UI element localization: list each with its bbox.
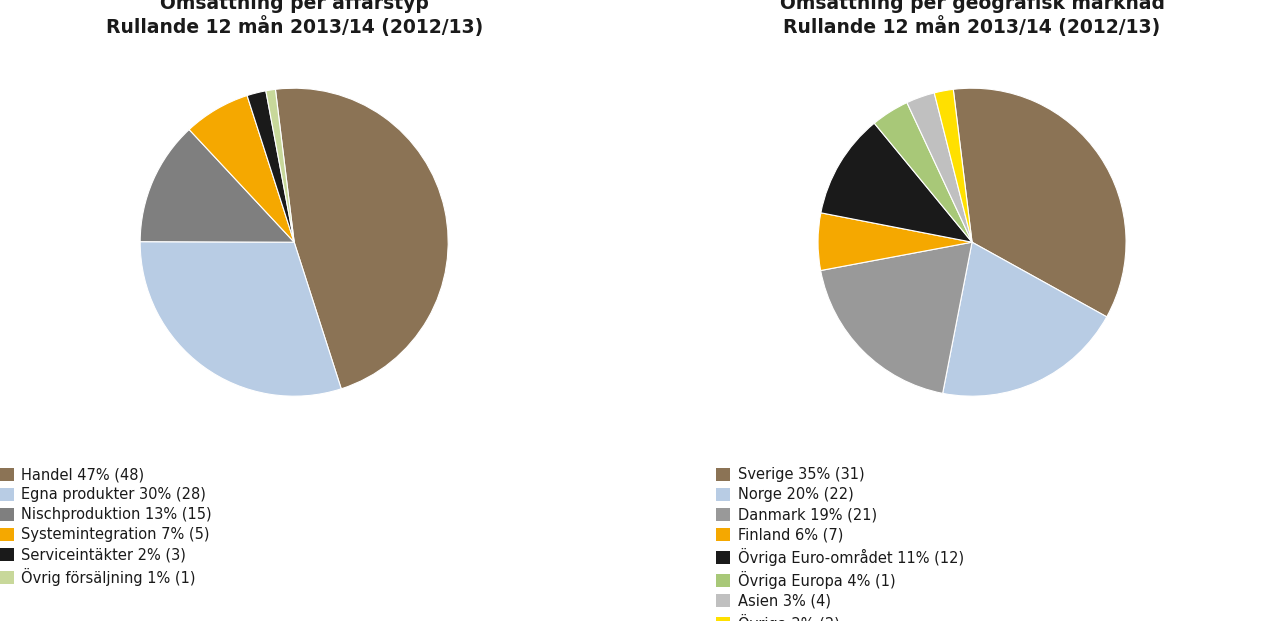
Wedge shape	[266, 89, 294, 242]
Wedge shape	[953, 88, 1126, 317]
Wedge shape	[141, 130, 294, 242]
Wedge shape	[943, 242, 1106, 396]
Title: Omsättning per geografisk marknad
Rullande 12 mån 2013/14 (2012/13): Omsättning per geografisk marknad Rullan…	[779, 0, 1165, 37]
Wedge shape	[821, 123, 972, 242]
Wedge shape	[247, 91, 294, 242]
Wedge shape	[141, 242, 341, 396]
Wedge shape	[875, 102, 972, 242]
Title: Omsättning per affärstyp
Rullande 12 mån 2013/14 (2012/13): Omsättning per affärstyp Rullande 12 mån…	[106, 0, 482, 37]
Wedge shape	[819, 213, 972, 271]
Wedge shape	[907, 93, 972, 242]
Wedge shape	[189, 96, 294, 242]
Legend: Sverige 35% (31), Norge 20% (22), Danmark 19% (21), Finland 6% (7), Övriga Euro-: Sverige 35% (31), Norge 20% (22), Danmar…	[710, 461, 969, 621]
Legend: Handel 47% (48), Egna produkter 30% (28), Nischproduktion 13% (15), Systemintegr: Handel 47% (48), Egna produkter 30% (28)…	[0, 461, 217, 591]
Wedge shape	[934, 89, 972, 242]
Wedge shape	[275, 88, 448, 389]
Wedge shape	[821, 242, 972, 393]
